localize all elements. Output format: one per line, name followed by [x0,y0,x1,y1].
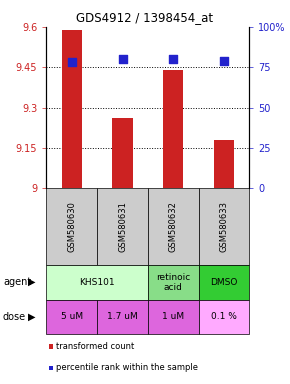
Text: ▶: ▶ [28,312,35,322]
Point [120,56,125,62]
Bar [148,300,199,334]
Bar [148,265,199,300]
Bar [113,118,133,188]
Point [222,58,226,64]
Bar [46,188,97,265]
Text: 1.7 uM: 1.7 uM [107,312,138,321]
Text: retinoic
acid: retinoic acid [156,273,191,292]
Text: agent: agent [3,277,31,287]
Text: GDS4912 / 1398454_at: GDS4912 / 1398454_at [77,11,213,24]
Bar [46,300,97,334]
Text: GSM580633: GSM580633 [220,201,229,252]
Text: ▶: ▶ [28,277,35,287]
Point [171,56,176,62]
Bar [62,30,82,188]
Bar [46,265,148,300]
Text: 1 uM: 1 uM [162,312,184,321]
Text: GSM580630: GSM580630 [67,201,76,252]
Bar [199,188,249,265]
Bar [199,300,249,334]
Bar [148,188,199,265]
Bar [214,140,234,188]
Bar [97,188,148,265]
Bar [199,265,249,300]
Text: transformed count: transformed count [56,342,135,351]
Text: 0.1 %: 0.1 % [211,312,237,321]
Text: percentile rank within the sample: percentile rank within the sample [56,363,198,372]
Bar [97,300,148,334]
Point [70,59,74,65]
Text: GSM580632: GSM580632 [169,201,178,252]
Text: DMSO: DMSO [210,278,238,287]
Text: dose: dose [3,312,26,322]
Text: KHS101: KHS101 [79,278,115,287]
Text: GSM580631: GSM580631 [118,201,127,252]
Bar [163,70,184,188]
Text: 5 uM: 5 uM [61,312,83,321]
